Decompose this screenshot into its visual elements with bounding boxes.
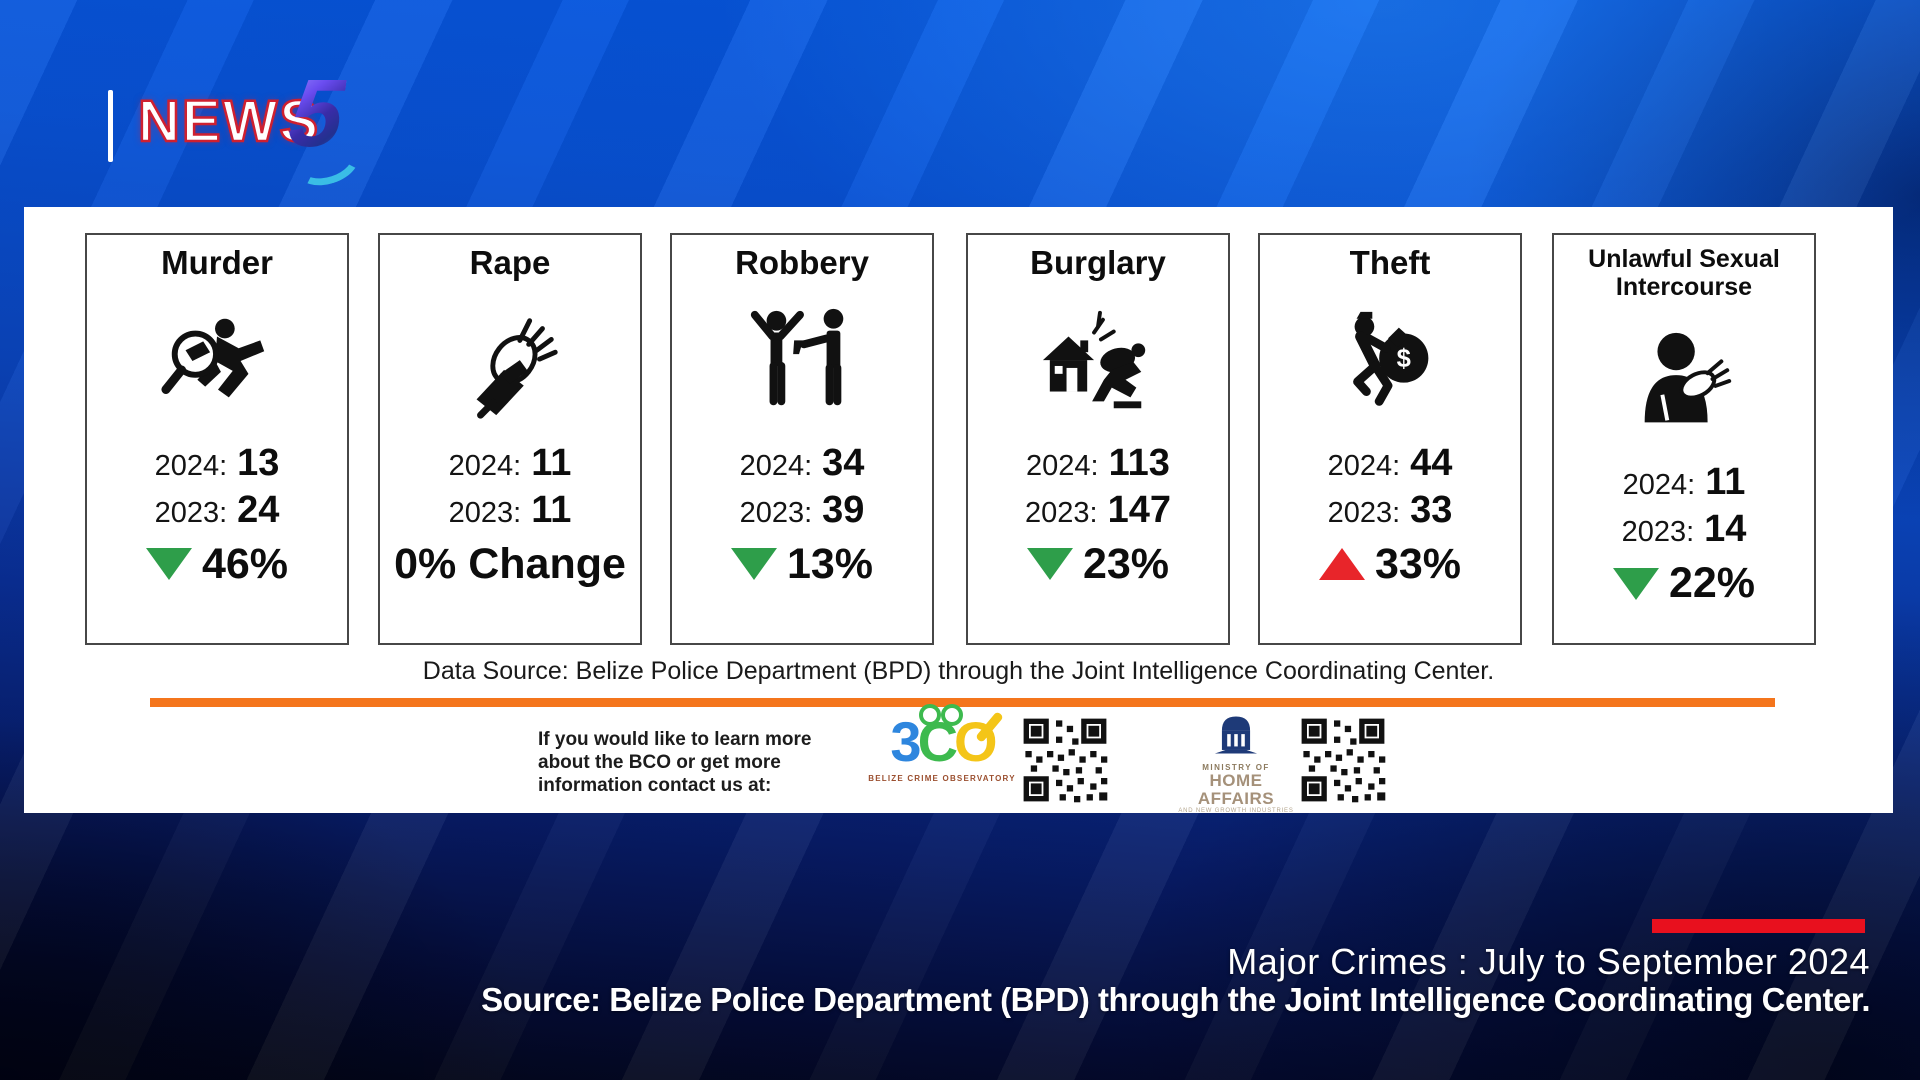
stat-2024: 2024: 13 <box>154 441 280 484</box>
holdup-gun-victim-icon <box>743 290 861 438</box>
stat-2024: 2024: 11 <box>448 441 572 484</box>
stat-2023: 2023: 14 <box>1621 508 1747 550</box>
ministry-qr-code <box>1298 715 1388 805</box>
card-title: Unlawful Sexual Intercourse <box>1588 245 1780 301</box>
murder-magnifier-running-man-icon <box>158 290 276 438</box>
stat-2023: 2023: 24 <box>154 488 280 531</box>
change-indicator: 13% <box>730 540 873 589</box>
card-title: Burglary <box>1030 244 1166 281</box>
footer-title: Major Crimes : July to September 2024 <box>1227 941 1870 982</box>
card-robbery: Robbery 2024: 34 2023: 39 <box>670 233 934 645</box>
stat-2024: 2024: 113 <box>1026 441 1170 484</box>
dollar-sign: $ <box>1397 345 1411 373</box>
card-murder: Murder 2024: 13 2023: 24 46% <box>85 233 349 645</box>
crime-stats-panel: Murder 2024: 13 2023: 24 46% Rape <box>24 207 1893 814</box>
ministry-of-home-affairs-logo: MINISTRY OF HOME AFFAIRS AND NEW GROWTH … <box>1176 713 1296 814</box>
change-indicator: 0% Change <box>394 539 626 588</box>
change-indicator: 23% <box>1026 540 1169 589</box>
decrease-triangle-icon <box>145 548 192 581</box>
channel-number: 5 <box>284 60 350 167</box>
contact-text: If you would like to learn more about th… <box>538 729 812 796</box>
stat-2023: 2023: 11 <box>448 488 572 531</box>
decrease-triangle-icon <box>1612 567 1659 600</box>
handcuff-icon <box>941 704 963 726</box>
stat-2024: 2024: 34 <box>739 441 865 484</box>
card-theft: Theft $ 2024: 44 2023: 33 33% <box>1258 233 1522 645</box>
footer-source: Source: Belize Police Department (BPD) t… <box>481 981 1870 1018</box>
decrease-triangle-icon <box>1026 548 1073 581</box>
card-title: Robbery <box>735 244 869 281</box>
change-indicator: 33% <box>1318 540 1461 589</box>
stat-2023: 2023: 147 <box>1025 488 1171 531</box>
person-hand-icon <box>1625 309 1743 457</box>
stat-2024: 2024: 44 <box>1327 441 1453 484</box>
stat-2023: 2023: 39 <box>739 488 865 531</box>
card-unlawful-sexual-intercourse: Unlawful Sexual Intercourse 2024: 11 202… <box>1552 233 1816 645</box>
bco-qr-code <box>1020 715 1110 805</box>
handcuff-icon <box>919 704 941 726</box>
news-wordmark: NEWS <box>137 88 320 156</box>
government-building-icon <box>1214 716 1258 754</box>
change-indicator: 22% <box>1612 559 1755 608</box>
red-accent-bar <box>1652 919 1865 933</box>
card-title: Theft <box>1349 244 1431 281</box>
bco-caption: BELIZE CRIME OBSERVATORY <box>868 774 1016 783</box>
orange-divider <box>150 698 1775 707</box>
card-title: Murder <box>161 244 273 281</box>
increase-triangle-icon <box>1318 548 1365 581</box>
data-source-text: Data Source: Belize Police Department (B… <box>422 657 1495 685</box>
card-burglary: Burglary 2024: 113 2023: 14 <box>966 233 1230 645</box>
logo-divider-bar <box>108 90 113 162</box>
change-indicator: 46% <box>145 540 288 589</box>
house-alarm-thief-icon <box>1039 290 1157 438</box>
belize-crime-observatory-logo: 3CO BELIZE CRIME OBSERVATORY <box>867 704 1017 808</box>
thief-money-bag-icon: $ <box>1331 290 1449 438</box>
card-title: Rape <box>469 244 551 281</box>
news5-logo: NEWS 5 <box>104 60 404 194</box>
decrease-triangle-icon <box>730 548 777 581</box>
stat-2023: 2023: 33 <box>1327 488 1453 531</box>
card-rape: Rape 2024: 11 2023: 11 0% Change <box>378 233 642 645</box>
grabbing-hand-icon <box>451 290 569 438</box>
stat-2024: 2024: 11 <box>1622 461 1746 503</box>
